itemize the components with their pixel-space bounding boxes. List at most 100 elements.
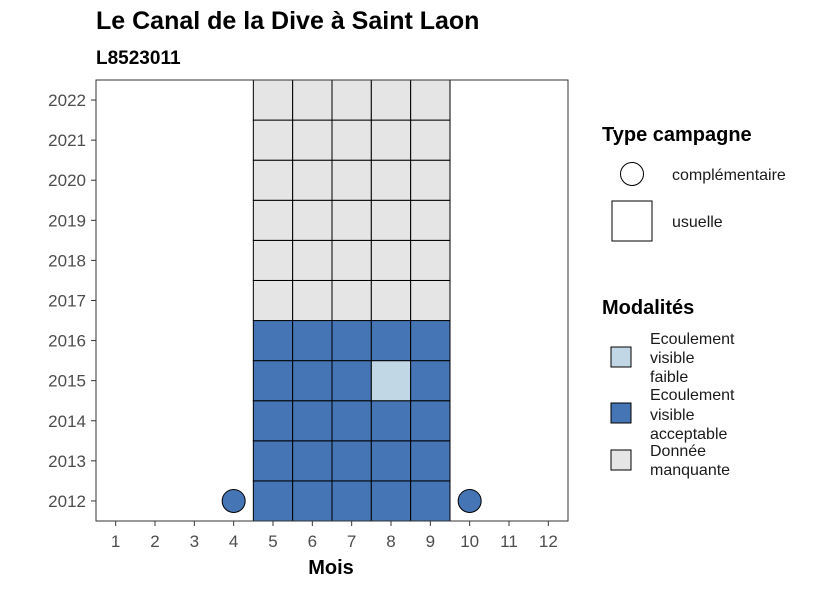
heat-cell: [292, 159, 333, 201]
heat-cell: [331, 320, 372, 362]
heat-cell: [410, 119, 451, 161]
heat-cell: [370, 239, 412, 281]
heat-cell: [292, 239, 333, 281]
y-axis: 2012 2013 2014 2015 2016 2017 2018 2019 2020 2021…: [48, 91, 96, 511]
heat-cell: [292, 279, 333, 322]
legend-faible-line-2: visible: [650, 350, 695, 367]
legend-campagne: Type campagne complémentaire usuelle: [602, 124, 786, 242]
x-tick-label: 10: [460, 532, 479, 551]
legend-campagne-title: Type campagne: [602, 124, 752, 146]
heat-cell: [410, 440, 451, 482]
heat-cell: [331, 279, 372, 322]
heat-cell: [370, 159, 412, 201]
y-tick-label: 2019: [48, 211, 86, 230]
heat-cell: [331, 79, 372, 121]
heat-cell: [292, 79, 333, 121]
y-tick-label: 2012: [48, 492, 86, 511]
chart-title: Le Canal de la Dive à Saint Laon: [96, 7, 479, 35]
x-tick-label: 8: [386, 532, 395, 551]
heat-cell: [410, 159, 451, 201]
heat-cell: [410, 199, 451, 241]
x-tick-label: 9: [426, 532, 435, 551]
heat-cell: [370, 199, 412, 241]
x-tick-label: 4: [229, 532, 238, 551]
heat-cell: [410, 400, 451, 442]
x-axis-title: Mois: [308, 557, 354, 579]
heat-cell: [331, 239, 372, 281]
x-tick-label: 11: [500, 532, 518, 551]
heat-cell: [292, 199, 333, 241]
legend-circle-symbol: [620, 162, 644, 186]
heat-cell: [252, 320, 294, 362]
heat-cell: [252, 440, 294, 482]
heat-cell: [370, 320, 412, 362]
legend-complementaire-label: complémentaire: [672, 167, 786, 184]
heat-cell: [370, 360, 412, 402]
heat-cell: [252, 79, 294, 121]
heat-cell: [331, 400, 372, 442]
legend-modalites: Modalités Ecoulement visible faible Ecou…: [602, 297, 735, 479]
heat-cell: [292, 400, 333, 442]
complementary-point: [457, 488, 482, 513]
heat-cell: [410, 360, 451, 402]
legend-square-symbol: [611, 200, 653, 242]
complementary-point: [221, 488, 246, 513]
heat-cell: [331, 119, 372, 161]
heat-cell: [292, 480, 333, 522]
legend-modalites-title: Modalités: [602, 297, 694, 319]
x-tick-label: 2: [150, 532, 159, 551]
x-tick-label: 12: [539, 532, 558, 551]
heat-cell: [292, 360, 333, 402]
heat-cell: [252, 480, 294, 522]
y-tick-label: 2015: [48, 372, 86, 391]
heat-cell: [292, 320, 333, 362]
legend-swatch-manquante: [610, 449, 632, 471]
x-tick-label: 6: [308, 532, 317, 551]
x-axis: 1 2 3 4 5 6 7 8 9 10 11 12: [111, 521, 558, 551]
heat-cell: [331, 440, 372, 482]
y-tick-label: 2016: [48, 332, 86, 351]
cells-layer: [221, 79, 482, 522]
heat-cell: [370, 440, 412, 482]
legend-faible-line-3: faible: [650, 369, 688, 386]
heat-cell: [410, 320, 451, 362]
heat-cell: [252, 199, 294, 241]
heat-cell: [370, 279, 412, 322]
x-tick-label: 7: [347, 532, 356, 551]
legend-manquante-line-1: Donnée: [650, 443, 706, 460]
y-tick-label: 2014: [48, 412, 86, 431]
legend-swatch-acceptable: [610, 402, 632, 424]
heat-cell: [370, 400, 412, 442]
chart-subtitle: L8523011: [96, 48, 181, 69]
heat-cell: [252, 360, 294, 402]
x-tick-label: 5: [268, 532, 277, 551]
heat-cell: [370, 480, 412, 522]
heat-cell: [252, 119, 294, 161]
heat-cell: [292, 119, 333, 161]
heat-cell: [331, 360, 372, 402]
heat-cell: [331, 159, 372, 201]
heat-cell: [370, 79, 412, 121]
heat-cell: [252, 159, 294, 201]
heat-cell: [331, 199, 372, 241]
heat-cell: [331, 480, 372, 522]
x-tick-label: 3: [190, 532, 199, 551]
heat-cell: [410, 79, 451, 121]
y-tick-label: 2017: [48, 292, 86, 311]
legend-acceptable-line-2: visible: [650, 407, 695, 424]
heat-cell: [410, 239, 451, 281]
y-tick-label: 2021: [48, 131, 86, 150]
legend-swatch-faible: [610, 346, 632, 368]
x-tick-label: 1: [111, 532, 120, 551]
legend-usuelle-label: usuelle: [672, 214, 723, 231]
legend-faible-line-1: Ecoulement: [650, 331, 735, 348]
y-tick-label: 2020: [48, 171, 86, 190]
plot-area: [95, 79, 569, 522]
legend-acceptable-line-3: acceptable: [650, 426, 727, 443]
legend-acceptable-line-1: Ecoulement: [650, 387, 735, 404]
heat-cell: [292, 440, 333, 482]
heat-cell: [252, 400, 294, 442]
heat-cell: [370, 119, 412, 161]
y-tick-label: 2013: [48, 452, 86, 471]
